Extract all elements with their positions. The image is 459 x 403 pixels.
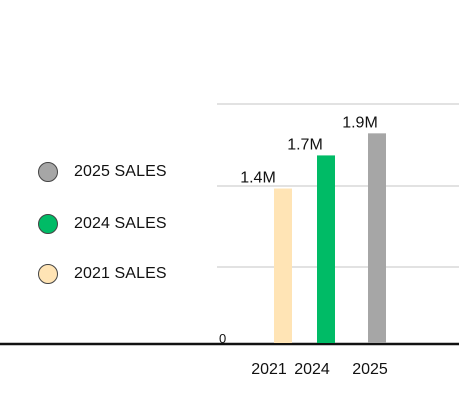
bar-2025 [368,133,386,343]
x-tick-label-2024: 2024 [294,361,330,378]
legend-swatch-2021 [38,264,58,284]
data-label-2024: 1.7M [287,136,323,153]
y-tick-label-0: 0 [219,331,226,346]
bar-2024 [317,155,335,343]
legend-item-2025-sales: 2025 SALES [38,160,167,184]
legend-label-2025: 2025 SALES [74,163,167,180]
legend-swatch-2025 [38,162,58,182]
legend-item-2024-sales: 2024 SALES [38,212,167,236]
legend-label-2021: 2021 SALES [74,265,167,282]
legend-swatch-2024 [38,214,58,234]
legend-label-2024: 2024 SALES [74,215,167,232]
x-tick-label-2021: 2021 [251,361,287,378]
data-label-2021: 1.4M [240,170,276,187]
data-label-2025: 1.9M [342,114,378,131]
bar-2021 [274,188,292,343]
x-tick-label-2025: 2025 [352,361,388,378]
legend-item-2021-sales: 2021 SALES [38,262,167,286]
